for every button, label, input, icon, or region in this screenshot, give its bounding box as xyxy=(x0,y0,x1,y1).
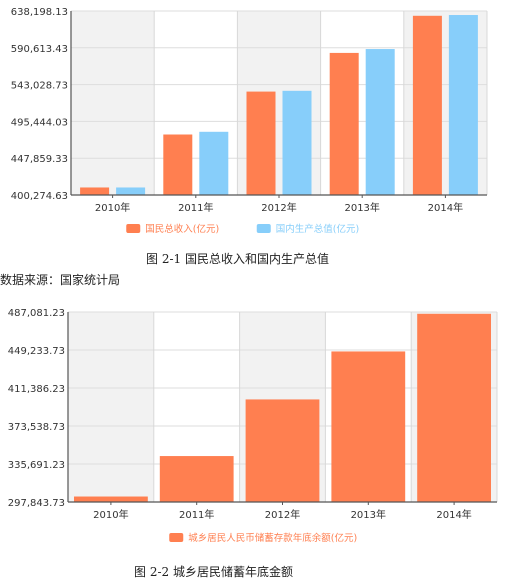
y-tick-label: 411,386.23 xyxy=(8,384,65,395)
x-tick-label: 2011年 xyxy=(178,201,213,214)
bar xyxy=(74,496,148,502)
y-tick-label: 400,274.63 xyxy=(11,191,68,202)
y-tick-label: 495,444.03 xyxy=(11,117,68,128)
y-tick-label: 449,233.73 xyxy=(8,346,65,357)
x-tick-label: 2012年 xyxy=(261,201,296,214)
bar xyxy=(80,187,110,195)
bar xyxy=(163,134,193,195)
figure2-caption: 图 2-2 城乡居民储蓄年底金额 xyxy=(134,565,293,579)
bar xyxy=(448,15,478,195)
y-tick-label: 590,613.43 xyxy=(11,44,68,55)
bar xyxy=(417,313,491,502)
x-tick-label: 2011年 xyxy=(179,508,214,521)
legend-swatch xyxy=(126,224,141,233)
x-tick-label: 2010年 xyxy=(95,201,130,214)
y-tick-label: 297,843.73 xyxy=(8,498,65,509)
bar xyxy=(282,90,312,195)
bar xyxy=(246,91,276,195)
bar xyxy=(365,49,395,195)
x-tick-label: 2012年 xyxy=(265,508,300,521)
bar xyxy=(329,52,359,195)
legend-swatch xyxy=(256,224,271,233)
legend-label: 城乡居民人民币储蓄存款年底余额(亿元) xyxy=(188,532,357,544)
x-tick-label: 2010年 xyxy=(93,508,128,521)
category-band xyxy=(71,11,155,195)
y-tick-label: 335,691.23 xyxy=(8,460,65,471)
x-tick-label: 2014年 xyxy=(428,201,463,214)
y-tick-label: 543,028.73 xyxy=(11,81,68,92)
x-tick-label: 2014年 xyxy=(436,508,471,521)
chart-savings: 487,081.23 449,233.73 411,386.23 373,538.73… xyxy=(8,308,498,544)
bar xyxy=(116,187,146,195)
bar xyxy=(412,15,442,196)
figure1-caption: 图 2-1 国民总收入和国内生产总值 xyxy=(146,252,329,266)
category-band xyxy=(68,312,154,502)
legend-label: 国民总收入(亿元) xyxy=(145,223,219,235)
y-tick-label: 487,081.23 xyxy=(8,308,65,319)
bar xyxy=(159,456,234,502)
y-tick-label: 373,538.73 xyxy=(8,422,65,433)
y-tick-label: 638,198.13 xyxy=(11,7,68,18)
legend-label: 国内生产总值(亿元) xyxy=(276,223,359,235)
bar xyxy=(331,351,406,502)
bar xyxy=(245,399,320,502)
bar xyxy=(199,131,229,195)
x-tick-label: 2013年 xyxy=(344,201,379,214)
source-note: 数据来源：国家统计局 xyxy=(0,273,121,287)
y-tick-label: 447,859.33 xyxy=(11,154,68,165)
chart-gni-gdp: 638,198.13 590,613.43 543,028.73 495,444.03… xyxy=(11,7,488,235)
x-tick-label: 2013年 xyxy=(351,508,386,521)
legend-swatch xyxy=(169,533,184,542)
